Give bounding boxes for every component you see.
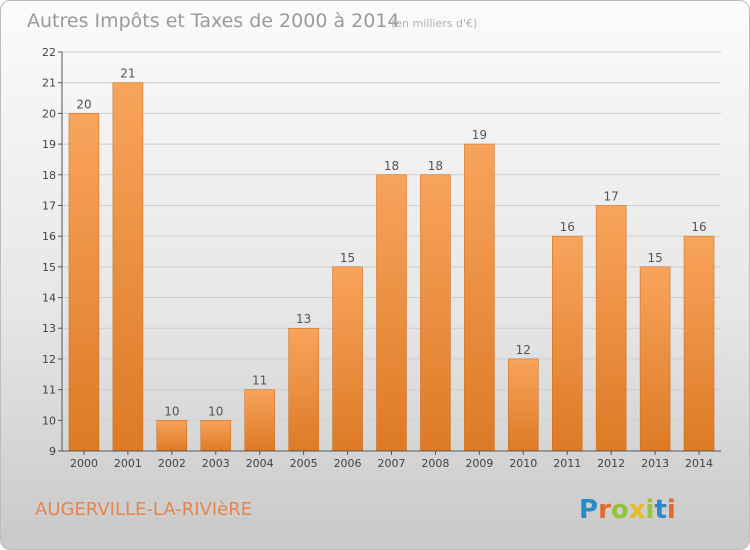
bar-2012 (595, 205, 627, 452)
bar-2013 (639, 266, 671, 452)
data-label-2007: 18 (384, 159, 399, 173)
y-tick-label: 22 (42, 46, 56, 59)
x-tick-label: 2007 (378, 457, 406, 470)
data-label-2001: 21 (120, 67, 135, 81)
y-tick-label: 9 (49, 445, 56, 458)
bar-2001 (112, 82, 144, 452)
bar-2009 (464, 143, 495, 452)
bar-2014 (683, 235, 715, 452)
x-tick-label: 2004 (246, 457, 274, 470)
x-tick-label: 2008 (421, 457, 449, 470)
data-label-2012: 17 (604, 189, 619, 203)
x-tick-label: 2005 (290, 457, 318, 470)
y-tick-label: 11 (42, 384, 56, 397)
y-tick-label: 13 (42, 322, 56, 335)
x-tick-label: 2009 (465, 457, 493, 470)
x-tick-label: 2011 (553, 457, 581, 470)
axis-layer: 9 10 11 12 13 14 15 16 17 18 19 20 21 22 2000 2001 2002 2… (42, 46, 721, 470)
proxiti-logo: Proxiti (579, 495, 676, 525)
chart-subtitle: (en milliers d'€) (391, 17, 477, 30)
x-tick-label: 2012 (597, 457, 625, 470)
y-tick-label: 17 (42, 199, 56, 212)
x-tick-label: 2000 (70, 457, 98, 470)
data-label-2000: 20 (76, 97, 91, 111)
chart-title: Autres Impôts et Taxes de 2000 à 2014 (27, 10, 400, 32)
y-tick-label: 12 (42, 353, 56, 366)
bar-2006 (332, 266, 363, 452)
x-tick-label: 2010 (509, 457, 537, 470)
data-label-2013: 15 (647, 251, 662, 265)
data-label-2002: 10 (164, 404, 179, 418)
y-tick-label: 15 (42, 261, 56, 274)
data-label-2010: 12 (516, 343, 531, 357)
data-label-2005: 13 (296, 312, 311, 326)
svg-text:Proxiti: Proxiti (579, 495, 676, 525)
data-label-2004: 11 (252, 374, 267, 388)
x-tick-label: 2014 (685, 457, 713, 470)
bar-2003 (200, 420, 232, 452)
y-tick-label: 19 (42, 138, 56, 151)
data-label-2011: 16 (560, 220, 575, 234)
data-label-2006: 15 (340, 251, 355, 265)
bars-layer: 20 21 10 10 11 13 15 18 18 19 12 16 17 15 16 (68, 67, 715, 452)
data-label-2008: 18 (428, 159, 443, 173)
y-tick-label: 14 (42, 292, 56, 305)
commune-name: AUGERVILLE-LA-RIVIèRE (35, 499, 252, 520)
data-label-2003: 10 (208, 404, 223, 418)
bar-2008 (420, 174, 451, 452)
x-tick-label: 2006 (334, 457, 362, 470)
y-tick-label: 20 (42, 107, 56, 120)
x-tick-label: 2001 (114, 457, 142, 470)
bar-2007 (376, 174, 407, 452)
data-label-2014: 16 (691, 220, 706, 234)
bar-2000 (68, 113, 100, 452)
x-tick-label: 2013 (641, 457, 669, 470)
bar-2004 (244, 389, 275, 452)
y-tick-label: 16 (42, 230, 56, 243)
x-tick-label: 2002 (158, 457, 186, 470)
data-label-2009: 19 (472, 128, 487, 142)
y-tick-label: 21 (42, 77, 56, 90)
bar-2002 (156, 420, 188, 452)
bar-2005 (288, 327, 319, 452)
x-tick-label: 2003 (202, 457, 230, 470)
y-tick-label: 10 (42, 414, 56, 427)
bar-2011 (551, 235, 583, 452)
bar-2010 (508, 358, 539, 452)
y-tick-label: 18 (42, 169, 56, 182)
